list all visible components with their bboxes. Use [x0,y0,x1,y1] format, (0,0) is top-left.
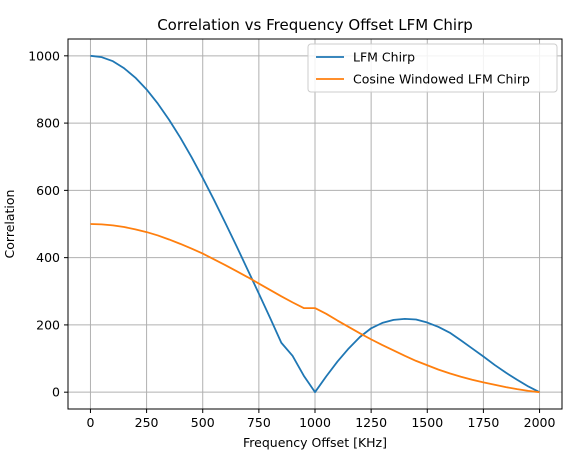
legend-box [307,43,558,93]
x-tick-label: 500 [191,415,215,430]
grid [68,39,562,409]
series-line-2 [90,223,540,394]
chart-title: Correlation vs Frequency Offset LFM Chir… [157,16,473,34]
x-tick-label: 1000 [299,415,331,430]
legend-label-2: Cosine Windowed LFM Chirp [353,72,530,87]
ticks: 0 250 500 750 1000 1250 1500 1750 2000 0 200 400 600… [28,48,555,430]
y-tick-label: 400 [36,250,60,265]
x-tick-label: 2000 [524,415,556,430]
legend: LFM Chirp Cosine Windowed LFM Chirp [307,43,558,93]
x-tick-label: 1750 [468,415,500,430]
y-tick-label: 0 [52,385,60,400]
y-axis-label: Correlation [2,190,17,259]
y-tick-label: 1000 [28,48,60,63]
y-tick-label: 200 [36,317,60,332]
x-tick-label: 250 [135,415,159,430]
x-axis-label: Frequency Offset [KHz] [243,435,387,450]
legend-label-1: LFM Chirp [353,50,415,65]
y-tick-label: 600 [36,183,60,198]
x-tick-label: 0 [86,415,94,430]
x-tick-label: 750 [247,415,271,430]
x-tick-label: 1250 [355,415,387,430]
x-tick-label: 1500 [411,415,443,430]
series-line-1 [90,54,540,394]
y-tick-label: 800 [36,116,60,131]
series-layer [90,54,540,394]
